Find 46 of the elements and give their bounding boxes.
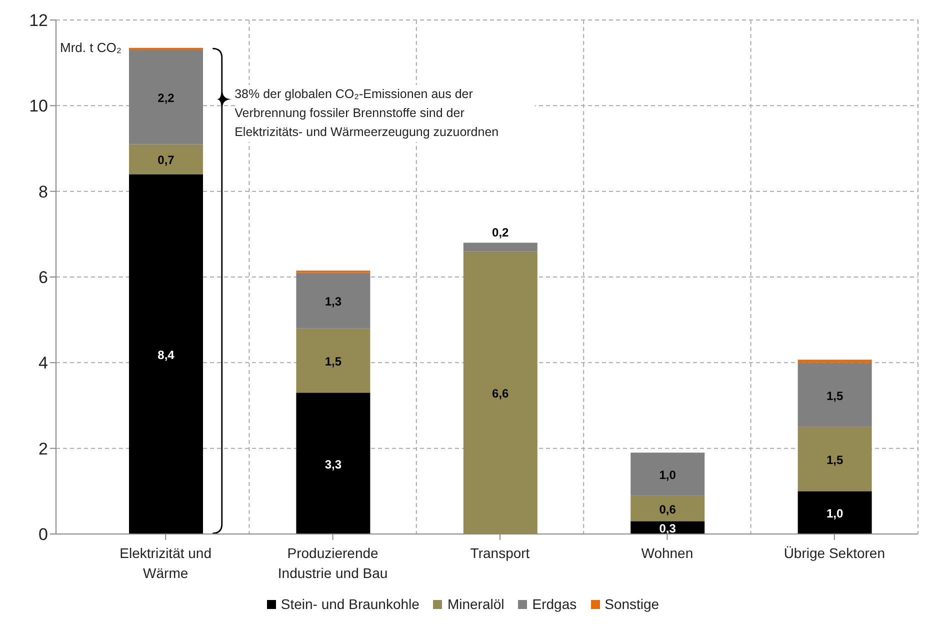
bar <box>630 495 705 522</box>
bar <box>798 360 872 363</box>
bar <box>630 452 705 496</box>
x-tick-label: Transport <box>470 545 530 561</box>
bar <box>798 362 872 427</box>
y-tick-label: 12 <box>29 11 48 30</box>
bar <box>129 50 203 144</box>
y-tick-label: 6 <box>38 268 48 288</box>
bar <box>296 328 370 393</box>
data-label: 0,7 <box>158 153 175 168</box>
x-tick-label: Produzierende Industrie und Bau <box>278 545 388 581</box>
bar <box>798 426 872 492</box>
data-label: 8,4 <box>158 348 175 362</box>
data-label: 1,5 <box>324 354 342 369</box>
x-tick-label: Elektrizität und Wärme <box>120 545 212 581</box>
data-label: 1,0 <box>659 468 676 482</box>
legend-label: Stein- und Braunkohle <box>280 596 420 612</box>
x-tick-label: Übrige Sektoren <box>784 545 885 561</box>
y-tick-label: 4 <box>38 354 48 373</box>
data-label: 3,3 <box>324 457 342 472</box>
y-tick-label: 0 <box>38 525 48 544</box>
legend-label: Sonstige <box>604 596 660 612</box>
bar <box>463 251 538 534</box>
bar <box>296 272 370 328</box>
bar <box>129 144 203 174</box>
data-label: 1,3 <box>324 294 342 309</box>
data-label: 1,5 <box>826 388 844 403</box>
bar <box>129 174 203 534</box>
y-tick-label: 8 <box>38 182 48 202</box>
y-axis-title: Mrd. t CO₂ <box>60 40 122 55</box>
y-tick-label: 2 <box>38 439 48 458</box>
data-label: 1,5 <box>826 453 844 468</box>
data-label: 0,6 <box>659 502 676 516</box>
legend-label: Erdgas <box>531 596 577 612</box>
data-label: 6,6 <box>492 386 510 401</box>
data-label: 1,0 <box>826 506 844 521</box>
bar <box>463 242 538 252</box>
data-label: 0,2 <box>492 226 510 240</box>
y-tick-label: 10 <box>29 96 48 116</box>
legend-label: Mineralöl <box>446 596 504 612</box>
data-label: 2,2 <box>158 91 175 106</box>
annotation: 38% der globalen CO₂-Emissionen aus der Verbrennung fossiler Brennstoffe sind der Elektrizitäts- und Wärmeerzeugung zuzuordnen <box>234 85 535 142</box>
bar <box>798 491 872 534</box>
data-label: 0,3 <box>659 522 676 536</box>
bar <box>296 392 370 534</box>
x-tick-label: Wohnen <box>641 545 694 561</box>
